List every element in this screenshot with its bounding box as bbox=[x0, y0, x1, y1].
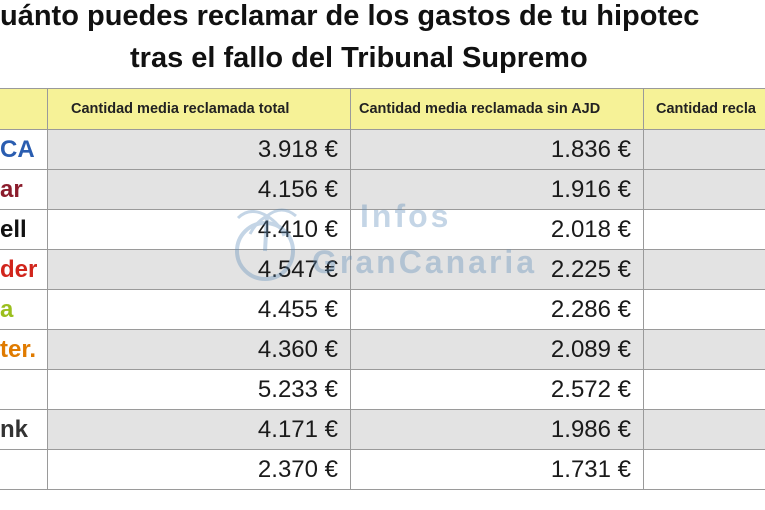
sin-ajd-cell: 1.986 € bbox=[351, 410, 644, 449]
header-bank-cell bbox=[0, 89, 48, 129]
total-cell: 4.410 € bbox=[48, 210, 351, 249]
title-line-1: uánto puedes reclamar de los gastos de t… bbox=[0, 0, 700, 32]
sin-ajd-value: 1.916 € bbox=[550, 176, 631, 203]
third-cell bbox=[644, 330, 765, 369]
total-value: 4.171 € bbox=[257, 416, 338, 443]
third-cell bbox=[644, 210, 765, 249]
sin-ajd-cell: 1.916 € bbox=[351, 170, 644, 209]
sin-ajd-value: 1.836 € bbox=[550, 136, 631, 163]
total-cell: 5.233 € bbox=[48, 370, 351, 409]
table-body: CA 3.918 € 1.836 € ar 4.156 € 1.916 € ell 4.410… bbox=[0, 130, 765, 490]
table-row: ter. 4.360 € 2.089 € bbox=[0, 330, 765, 370]
sin-ajd-cell: 2.018 € bbox=[351, 210, 644, 249]
table-row: 2.370 € 1.731 € bbox=[0, 450, 765, 490]
sin-ajd-cell: 1.731 € bbox=[351, 450, 644, 489]
header-third-cell: Cantidad recla bbox=[644, 89, 765, 129]
bank-cell: CA bbox=[0, 130, 48, 169]
third-cell bbox=[644, 370, 765, 409]
bank-logo: der bbox=[0, 256, 38, 283]
table-row: ell 4.410 € 2.018 € bbox=[0, 210, 765, 250]
table-row: CA 3.918 € 1.836 € bbox=[0, 130, 765, 170]
third-cell bbox=[644, 450, 765, 489]
bank-logo: a bbox=[0, 296, 14, 323]
total-value: 4.410 € bbox=[257, 216, 338, 243]
sin-ajd-cell: 2.572 € bbox=[351, 370, 644, 409]
sin-ajd-value: 2.286 € bbox=[550, 296, 631, 323]
total-cell: 4.360 € bbox=[48, 330, 351, 369]
sin-ajd-value: 1.986 € bbox=[550, 416, 631, 443]
bank-cell: ter. bbox=[0, 330, 48, 369]
third-cell bbox=[644, 410, 765, 449]
total-value: 4.360 € bbox=[257, 336, 338, 363]
bank-cell bbox=[0, 450, 48, 489]
header-sin-ajd-label: Cantidad media reclamada sin AJD bbox=[359, 101, 601, 117]
header-total-label: Cantidad media reclamada total bbox=[71, 101, 290, 117]
table-header-row: Cantidad media reclamada total Cantidad … bbox=[0, 89, 765, 130]
table-row: nk 4.171 € 1.986 € bbox=[0, 410, 765, 450]
bank-logo: ell bbox=[0, 216, 27, 243]
sin-ajd-value: 1.731 € bbox=[550, 456, 631, 483]
bank-cell bbox=[0, 370, 48, 409]
sin-ajd-cell: 2.089 € bbox=[351, 330, 644, 369]
bank-cell: der bbox=[0, 250, 48, 289]
table-row: 5.233 € 2.572 € bbox=[0, 370, 765, 410]
third-cell bbox=[644, 250, 765, 289]
table-row: der 4.547 € 2.225 € bbox=[0, 250, 765, 290]
total-value: 2.370 € bbox=[257, 456, 338, 483]
bank-logo: CA bbox=[0, 136, 35, 163]
sin-ajd-value: 2.018 € bbox=[550, 216, 631, 243]
total-cell: 4.547 € bbox=[48, 250, 351, 289]
bank-logo: nk bbox=[0, 416, 29, 443]
third-cell bbox=[644, 290, 765, 329]
title-line-2: tras el fallo del Tribunal Supremo bbox=[130, 42, 588, 74]
bank-cell: ell bbox=[0, 210, 48, 249]
total-value: 4.455 € bbox=[257, 296, 338, 323]
third-cell bbox=[644, 130, 765, 169]
total-value: 3.918 € bbox=[257, 136, 338, 163]
bank-cell: nk bbox=[0, 410, 48, 449]
third-cell bbox=[644, 170, 765, 209]
total-value: 4.156 € bbox=[257, 176, 338, 203]
total-cell: 4.156 € bbox=[48, 170, 351, 209]
bank-logo: ter. bbox=[0, 336, 37, 363]
bank-logo: ar bbox=[0, 176, 23, 203]
total-cell: 4.455 € bbox=[48, 290, 351, 329]
header-third-label: Cantidad recla bbox=[656, 101, 756, 117]
infographic-title: uánto puedes reclamar de los gastos de t… bbox=[0, 0, 765, 80]
table-row: ar 4.156 € 1.916 € bbox=[0, 170, 765, 210]
sin-ajd-value: 2.225 € bbox=[550, 256, 631, 283]
total-cell: 3.918 € bbox=[48, 130, 351, 169]
sin-ajd-cell: 2.286 € bbox=[351, 290, 644, 329]
total-value: 5.233 € bbox=[257, 376, 338, 403]
total-cell: 4.171 € bbox=[48, 410, 351, 449]
header-sin-ajd-cell: Cantidad media reclamada sin AJD bbox=[351, 89, 644, 129]
header-total-cell: Cantidad media reclamada total bbox=[48, 89, 351, 129]
claims-table: Cantidad media reclamada total Cantidad … bbox=[0, 88, 765, 490]
sin-ajd-value: 2.572 € bbox=[550, 376, 631, 403]
sin-ajd-value: 2.089 € bbox=[550, 336, 631, 363]
table-row: a 4.455 € 2.286 € bbox=[0, 290, 765, 330]
total-value: 4.547 € bbox=[257, 256, 338, 283]
bank-cell: a bbox=[0, 290, 48, 329]
total-cell: 2.370 € bbox=[48, 450, 351, 489]
sin-ajd-cell: 2.225 € bbox=[351, 250, 644, 289]
sin-ajd-cell: 1.836 € bbox=[351, 130, 644, 169]
bank-cell: ar bbox=[0, 170, 48, 209]
